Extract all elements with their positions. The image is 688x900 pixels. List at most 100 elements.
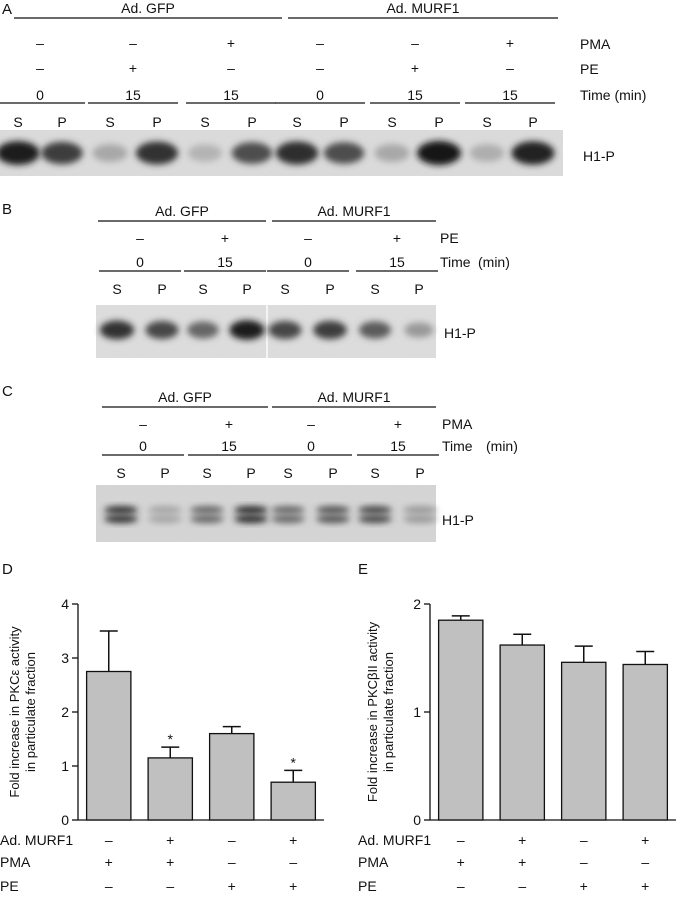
condition-value: – — [166, 878, 174, 894]
pe-value: – — [136, 230, 144, 246]
pe-value: – — [506, 60, 514, 76]
band — [403, 515, 437, 523]
band — [358, 515, 392, 523]
y-tick-label: 2 — [61, 704, 69, 720]
condition-label: PMA — [0, 854, 31, 870]
lane-label: P — [339, 114, 348, 130]
bar — [622, 663, 669, 821]
band — [316, 515, 350, 523]
panel-label-d: D — [2, 561, 13, 578]
condition-value: – — [228, 854, 236, 870]
band — [271, 506, 305, 514]
lane-label: S — [198, 281, 207, 297]
row-label-pe: PE — [440, 230, 459, 246]
condition-value: + — [228, 878, 236, 894]
panel-label-c: C — [2, 383, 13, 400]
lane-label: S — [105, 114, 114, 130]
band-label-h1p: H1-P — [583, 148, 615, 164]
condition-value: + — [457, 854, 465, 870]
time-value: 0 — [136, 254, 144, 270]
time-value: 15 — [223, 87, 239, 103]
band — [187, 321, 219, 339]
lane-label: P — [57, 114, 66, 130]
band — [148, 515, 182, 523]
band — [104, 506, 138, 514]
band — [316, 506, 350, 514]
pe-value: – — [227, 60, 235, 76]
treatment-row-pe: – + – – + – — [36, 60, 514, 76]
y-tick-label: 1 — [61, 758, 69, 774]
lane-label: P — [157, 281, 166, 297]
pma-value: – — [36, 35, 44, 51]
lane-label: S — [292, 114, 301, 130]
pma-value: – — [307, 416, 315, 432]
pe-value: + — [393, 230, 401, 246]
lane-label: S — [202, 465, 211, 481]
lane-label: S — [370, 281, 379, 297]
y-tick-label: 0 — [413, 812, 421, 828]
condition-value: – — [228, 832, 236, 848]
pma-value: + — [227, 35, 235, 51]
condition-value: – — [580, 832, 588, 848]
time-value: 0 — [316, 87, 324, 103]
time-row: 0 15 15 0 15 15 — [0, 87, 555, 104]
band — [234, 515, 268, 523]
group-label-ad-gfp: Ad. GFP — [158, 389, 212, 405]
y-axis-label: Fold increase in PKCε activity — [7, 626, 22, 798]
band — [403, 506, 437, 514]
band — [271, 515, 305, 523]
blot-bands — [99, 320, 434, 340]
bar — [208, 732, 255, 821]
lane-label: P — [246, 465, 255, 481]
band — [99, 320, 135, 340]
row-label-time: Time (min) — [580, 87, 646, 103]
panel-label-a: A — [2, 1, 12, 18]
row-label-time-unit: (min) — [486, 438, 518, 454]
band — [511, 141, 555, 165]
y-axis-label: Fold increase in PKCβII activity — [365, 621, 380, 802]
panel-d: D 0 1 2 3 4 Fold increase in PKCε activity in … — [0, 561, 324, 894]
row-label-pma: PMA — [580, 36, 611, 52]
bar-chart-e: 0 1 2 Fold increase in PKCβII activity in pa… — [358, 596, 676, 894]
condition-value: – — [105, 832, 113, 848]
lane-label: P — [325, 281, 334, 297]
panel-b: B Ad. GFP Ad. MURF1 – + – + 0 15 0 15 S P S P S P S P… — [2, 201, 510, 358]
lane-label: S — [482, 114, 491, 130]
lane-label: P — [328, 465, 337, 481]
condition-value: + — [641, 832, 649, 848]
pe-value: – — [36, 60, 44, 76]
pma-value: + — [394, 416, 402, 432]
time-value: 15 — [389, 254, 405, 270]
time-value: 15 — [217, 254, 233, 270]
band — [41, 141, 83, 165]
lane-label: P — [414, 281, 423, 297]
bar — [560, 661, 607, 821]
condition-value: + — [518, 854, 526, 870]
pma-value: + — [506, 35, 514, 51]
band — [229, 320, 265, 340]
pma-value: – — [316, 35, 324, 51]
time-value: 15 — [390, 438, 406, 454]
lane-label: S — [116, 465, 125, 481]
band — [374, 144, 410, 162]
band — [231, 142, 273, 164]
band — [145, 321, 179, 339]
condition-value: + — [580, 878, 588, 894]
bar — [147, 757, 194, 821]
panel-label-b: B — [2, 201, 12, 218]
band — [0, 141, 40, 165]
condition-value: + — [166, 832, 174, 848]
bar — [85, 670, 132, 821]
band — [190, 506, 224, 514]
y-tick-label: 3 — [61, 650, 69, 666]
band — [190, 515, 224, 523]
lane-label: S — [370, 465, 379, 481]
time-row: 0 15 0 15 — [99, 254, 438, 272]
time-value: 0 — [304, 254, 312, 270]
group-label-ad-murf1: Ad. MURF1 — [317, 203, 390, 219]
group-label-ad-murf1: Ad. MURF1 — [317, 389, 390, 405]
pe-value: – — [304, 230, 312, 246]
time-value: 15 — [407, 87, 423, 103]
pma-value: + — [225, 416, 233, 432]
